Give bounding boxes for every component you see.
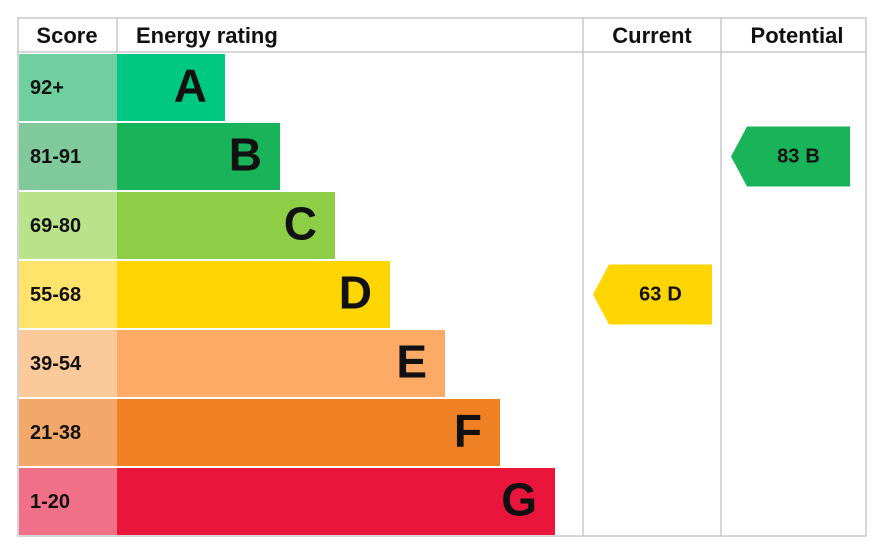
potential-score: 83 bbox=[777, 146, 799, 168]
current-score: 63 bbox=[639, 284, 661, 306]
rating-bar bbox=[117, 54, 225, 121]
header-energy-rating: Energy rating bbox=[136, 23, 278, 48]
rating-letter: A bbox=[174, 60, 207, 112]
rating-bar bbox=[117, 261, 390, 328]
current-arrow bbox=[593, 264, 712, 325]
rating-letter: F bbox=[454, 405, 482, 457]
score-cell bbox=[19, 54, 117, 121]
score-cell bbox=[19, 123, 117, 190]
potential-label: 83 B bbox=[777, 146, 820, 168]
score-range: 55-68 bbox=[30, 284, 81, 306]
score-range: 1-20 bbox=[30, 491, 70, 513]
rating-bar bbox=[117, 192, 335, 259]
score-cell bbox=[19, 330, 117, 397]
rating-letter: B bbox=[229, 129, 262, 181]
potential-arrow bbox=[731, 126, 850, 187]
score-range: 69-80 bbox=[30, 215, 81, 237]
header-current: Current bbox=[612, 23, 692, 48]
potential-rating: B bbox=[805, 146, 819, 168]
rating-letter: E bbox=[396, 336, 427, 388]
score-cell bbox=[19, 399, 117, 466]
score-cell bbox=[19, 192, 117, 259]
header-score: Score bbox=[36, 23, 97, 48]
score-range: 39-54 bbox=[30, 353, 82, 375]
current-rating: D bbox=[667, 284, 681, 306]
rating-bar bbox=[117, 123, 280, 190]
score-range: 92+ bbox=[30, 77, 64, 99]
score-range: 81-91 bbox=[30, 146, 81, 168]
rating-letter: G bbox=[501, 474, 537, 526]
rating-bar bbox=[117, 468, 555, 535]
frame bbox=[17, 17, 867, 537]
current-label: 63 D bbox=[639, 284, 682, 306]
score-range: 21-38 bbox=[30, 422, 81, 444]
rating-bar bbox=[117, 330, 445, 397]
score-cell bbox=[19, 468, 117, 535]
rating-bar bbox=[117, 399, 500, 466]
score-cell bbox=[19, 261, 117, 328]
rating-letter: D bbox=[339, 267, 372, 319]
rating-letter: C bbox=[284, 198, 317, 250]
header-potential: Potential bbox=[751, 23, 844, 48]
